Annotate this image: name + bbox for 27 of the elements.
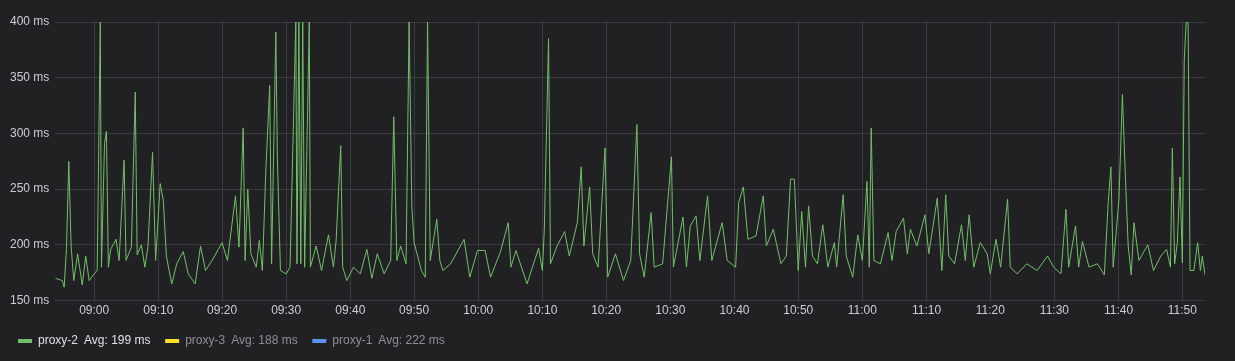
x-tick-label: 11:50 xyxy=(1167,303,1198,318)
y-tick-label: 400 ms xyxy=(9,14,50,29)
x-tick-label: 10:20 xyxy=(591,303,622,318)
x-tick-label: 09:40 xyxy=(335,303,366,318)
y-tick-label: 300 ms xyxy=(9,125,50,140)
x-tick-label: 09:50 xyxy=(399,303,430,318)
y-tick-label: 250 ms xyxy=(9,181,50,196)
x-tick-label: 10:40 xyxy=(719,303,750,318)
x-tick-label: 11:40 xyxy=(1104,303,1134,318)
x-tick-label: 09:10 xyxy=(143,303,174,318)
x-tick-label: 11:00 xyxy=(847,303,878,318)
x-tick-label: 11:10 xyxy=(911,303,942,318)
x-tick-label: 09:20 xyxy=(207,303,238,318)
x-tick-label: 09:30 xyxy=(271,303,302,318)
x-tick-label: 11:30 xyxy=(1039,303,1070,318)
x-tick-label: 09:00 xyxy=(79,303,110,318)
y-tick-label: 350 ms xyxy=(9,70,50,85)
legend-label: proxy-2 Avg: 199 ms xyxy=(38,333,151,348)
x-tick-label: 10:10 xyxy=(527,303,558,318)
y-tick-label: 150 ms xyxy=(9,292,50,307)
x-tick-label: 10:50 xyxy=(783,303,814,318)
x-tick-label: 10:00 xyxy=(463,303,494,318)
y-tick-label: 200 ms xyxy=(9,237,50,252)
x-tick-label: 11:20 xyxy=(975,303,1006,318)
x-tick-label: 10:30 xyxy=(655,303,686,318)
legend-label: proxy-3 Avg: 188 ms xyxy=(185,333,298,348)
legend-label: proxy-1 Avg: 222 ms xyxy=(332,333,445,348)
